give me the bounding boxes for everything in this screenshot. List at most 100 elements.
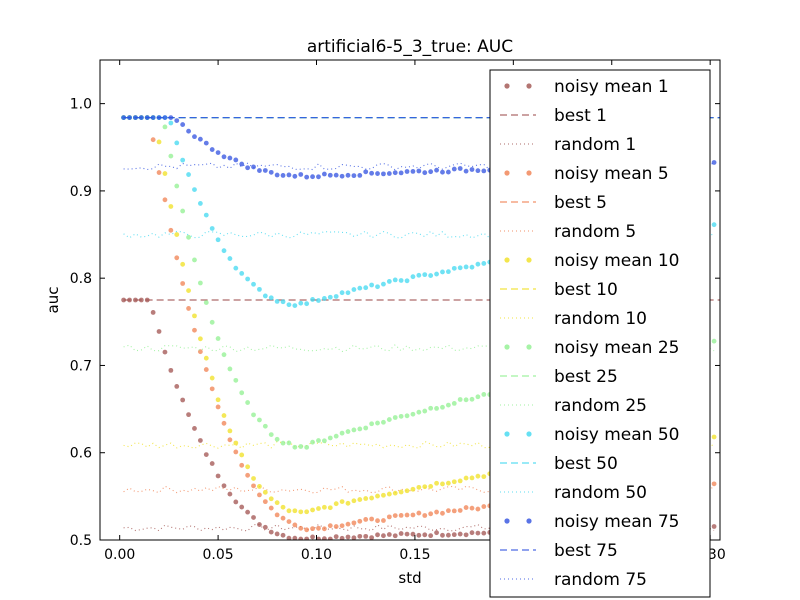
noisy-mean-point-25 [227,366,233,372]
noisy-mean-point-1 [711,524,717,529]
noisy-mean-point-1 [363,533,369,539]
noisy-mean-point-10 [398,489,404,495]
noisy-mean-point-5 [209,386,215,392]
noisy-mean-point-50 [386,279,392,284]
noisy-mean-point-5 [280,515,286,521]
noisy-mean-point-25 [475,394,481,400]
noisy-mean-point-75 [197,136,203,142]
noisy-mean-point-1 [410,531,416,537]
noisy-mean-point-25 [357,426,363,432]
noisy-mean-point-50 [711,222,717,228]
noisy-mean-point-50 [369,282,375,288]
noisy-mean-point-75 [339,173,345,179]
noisy-mean-point-10 [304,509,310,515]
noisy-mean-point-50 [457,265,463,271]
noisy-mean-point-5 [180,281,186,286]
plot-frame [99,59,721,541]
noisy-mean-point-25 [209,319,215,325]
noisy-mean-point-5 [251,483,256,489]
noisy-mean-point-25 [422,408,428,414]
noisy-mean-point-75 [445,169,451,175]
noisy-mean-point-50 [440,269,445,275]
noisy-mean-point-10 [227,428,233,434]
noisy-mean-point-25 [481,392,487,397]
noisy-mean-point-25 [174,183,180,189]
axes: 0.000.050.100.150.200.250.300.50.60.70.8… [70,60,726,563]
legend-label: best 10 [554,280,618,300]
noisy-mean-point-5 [245,472,251,478]
legend-label: best 5 [554,193,607,213]
noisy-mean-point-75 [711,160,717,165]
legend-marker-point [526,257,532,263]
noisy-mean-point-5 [363,517,369,522]
noisy-mean-point-25 [428,405,434,411]
noisy-mean-point-50 [357,285,363,291]
noisy-mean-point-5 [404,512,410,518]
noisy-mean-point-10 [434,480,439,486]
noisy-mean-point-25 [298,444,304,449]
legend-marker-point [504,170,510,176]
noisy-mean-point-1 [422,532,428,538]
noisy-mean-point-50 [345,290,351,296]
noisy-mean-point-25 [180,208,186,214]
legend-label: random 75 [554,570,647,590]
noisy-mean-point-5 [475,506,481,512]
noisy-mean-point-10 [180,261,186,267]
noisy-mean-point-75 [186,128,191,134]
noisy-mean-point-10 [162,171,168,176]
noisy-mean-point-50 [375,284,380,290]
noisy-mean-point-25 [268,432,274,437]
noisy-mean-point-75 [386,171,392,176]
noisy-mean-point-50 [168,120,174,126]
noisy-mean-point-50 [428,273,434,278]
noisy-mean-point-1 [280,532,286,538]
noisy-mean-point-50 [434,271,439,277]
noisy-mean-point-75 [174,118,180,124]
noisy-mean-point-10 [451,479,457,485]
noisy-mean-point-25 [711,338,717,344]
noisy-mean-point-75 [327,172,333,178]
noisy-mean-point-1 [475,530,481,536]
noisy-mean-point-75 [381,171,386,177]
noisy-mean-point-25 [233,377,239,383]
noisy-mean-point-75 [363,169,369,175]
legend-label: random 1 [554,135,636,155]
noisy-mean-point-25 [469,396,475,402]
y-tick-label: 0.7 [70,358,92,374]
noisy-mean-point-25 [457,397,463,402]
noisy-mean-point-75 [268,169,274,175]
noisy-mean-point-5 [463,505,469,510]
noisy-mean-point-1 [257,522,262,527]
legend-marker-point [504,518,510,524]
legend-label: noisy mean 75 [554,512,679,532]
noisy-mean-point-75 [133,115,138,120]
noisy-mean-point-1 [192,426,197,431]
noisy-mean-point-10 [221,413,227,418]
noisy-mean-point-5 [227,437,233,443]
legend-marker-point [504,83,510,89]
noisy-mean-point-50 [398,278,404,283]
noisy-mean-point-75 [392,170,398,176]
noisy-mean-point-1 [209,461,215,466]
noisy-mean-point-50 [186,172,191,177]
noisy-mean-point-10 [351,498,357,504]
noisy-mean-point-1 [227,491,233,497]
noisy-mean-point-5 [469,505,475,511]
noisy-mean-point-25 [463,397,469,403]
noisy-mean-point-10 [375,493,380,499]
noisy-mean-point-5 [274,512,280,518]
noisy-mean-point-5 [268,505,274,511]
noisy-mean-point-10 [392,490,398,496]
noisy-mean-point-5 [481,504,487,509]
noisy-mean-point-25 [310,439,315,445]
noisy-mean-point-5 [262,499,268,505]
noisy-mean-point-1 [156,329,162,334]
noisy-mean-point-5 [445,508,451,514]
noisy-mean-point-5 [186,306,191,311]
noisy-mean-point-50 [410,274,416,280]
noisy-mean-point-1 [245,509,251,515]
noisy-mean-point-75 [274,172,280,178]
noisy-mean-point-1 [386,532,392,537]
noisy-mean-point-50 [257,286,262,292]
